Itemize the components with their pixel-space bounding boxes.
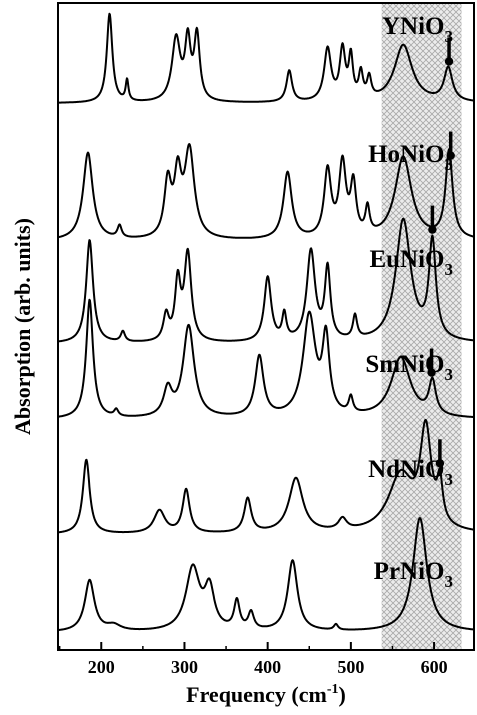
x-axis-title-superscript: -1 [327, 682, 339, 697]
series-label-subscript: 3 [445, 470, 454, 489]
trace-ndnio [57, 418, 475, 534]
y-axis-title: Absorption (arb. units) [10, 218, 35, 435]
x-tick-label: 600 [421, 657, 448, 677]
series-label-name: NdNiO [368, 456, 444, 483]
x-axis-title: Frequency (cm-1) [186, 682, 346, 707]
shaded-frequency-region [381, 3, 462, 650]
series-label-subscript: 3 [445, 260, 454, 279]
spectra-traces [57, 12, 475, 632]
series-label: YNiO3 [382, 13, 453, 46]
plot-frame [57, 2, 475, 651]
series-label-name: SmNiO [365, 351, 444, 378]
series-label-subscript: 3 [445, 155, 454, 174]
series-label: NdNiO3 [368, 456, 453, 489]
peak-marker-dot [446, 151, 455, 160]
trace-smnio [57, 298, 475, 418]
peak-marker-dot [427, 368, 436, 377]
x-axis-title-main: Frequency (cm [186, 682, 327, 707]
series-label: PrNiO3 [374, 558, 453, 591]
x-tick-label: 500 [337, 657, 364, 677]
peak-marker-dot [428, 225, 437, 234]
series-label-name: EuNiO [369, 246, 444, 273]
x-tick-label: 300 [171, 657, 198, 677]
series-label-name: HoNiO [368, 141, 444, 168]
peak-marker-dot [444, 57, 454, 66]
series-label-name: YNiO [382, 13, 445, 40]
x-axis-title-end: ) [339, 682, 346, 707]
trace-prnio [57, 517, 475, 632]
series-label: HoNiO3 [368, 141, 453, 174]
trace-honio [57, 143, 475, 239]
series-label-subscript: 3 [445, 27, 454, 46]
series-label: EuNiO3 [369, 246, 453, 279]
x-tick-label: 200 [88, 657, 115, 677]
peak-markers [427, 37, 455, 468]
x-tick-label: 400 [254, 657, 281, 677]
series-label-subscript: 3 [445, 365, 454, 384]
series-label-subscript: 3 [445, 572, 454, 591]
peak-marker-dot [435, 459, 445, 468]
trace-ynio [57, 12, 475, 104]
series-label: SmNiO3 [365, 351, 453, 384]
trace-eunio [57, 217, 475, 343]
x-axis-ticks: 200 300 400 500 600 [58, 642, 448, 677]
series-label-name: PrNiO [374, 558, 445, 585]
